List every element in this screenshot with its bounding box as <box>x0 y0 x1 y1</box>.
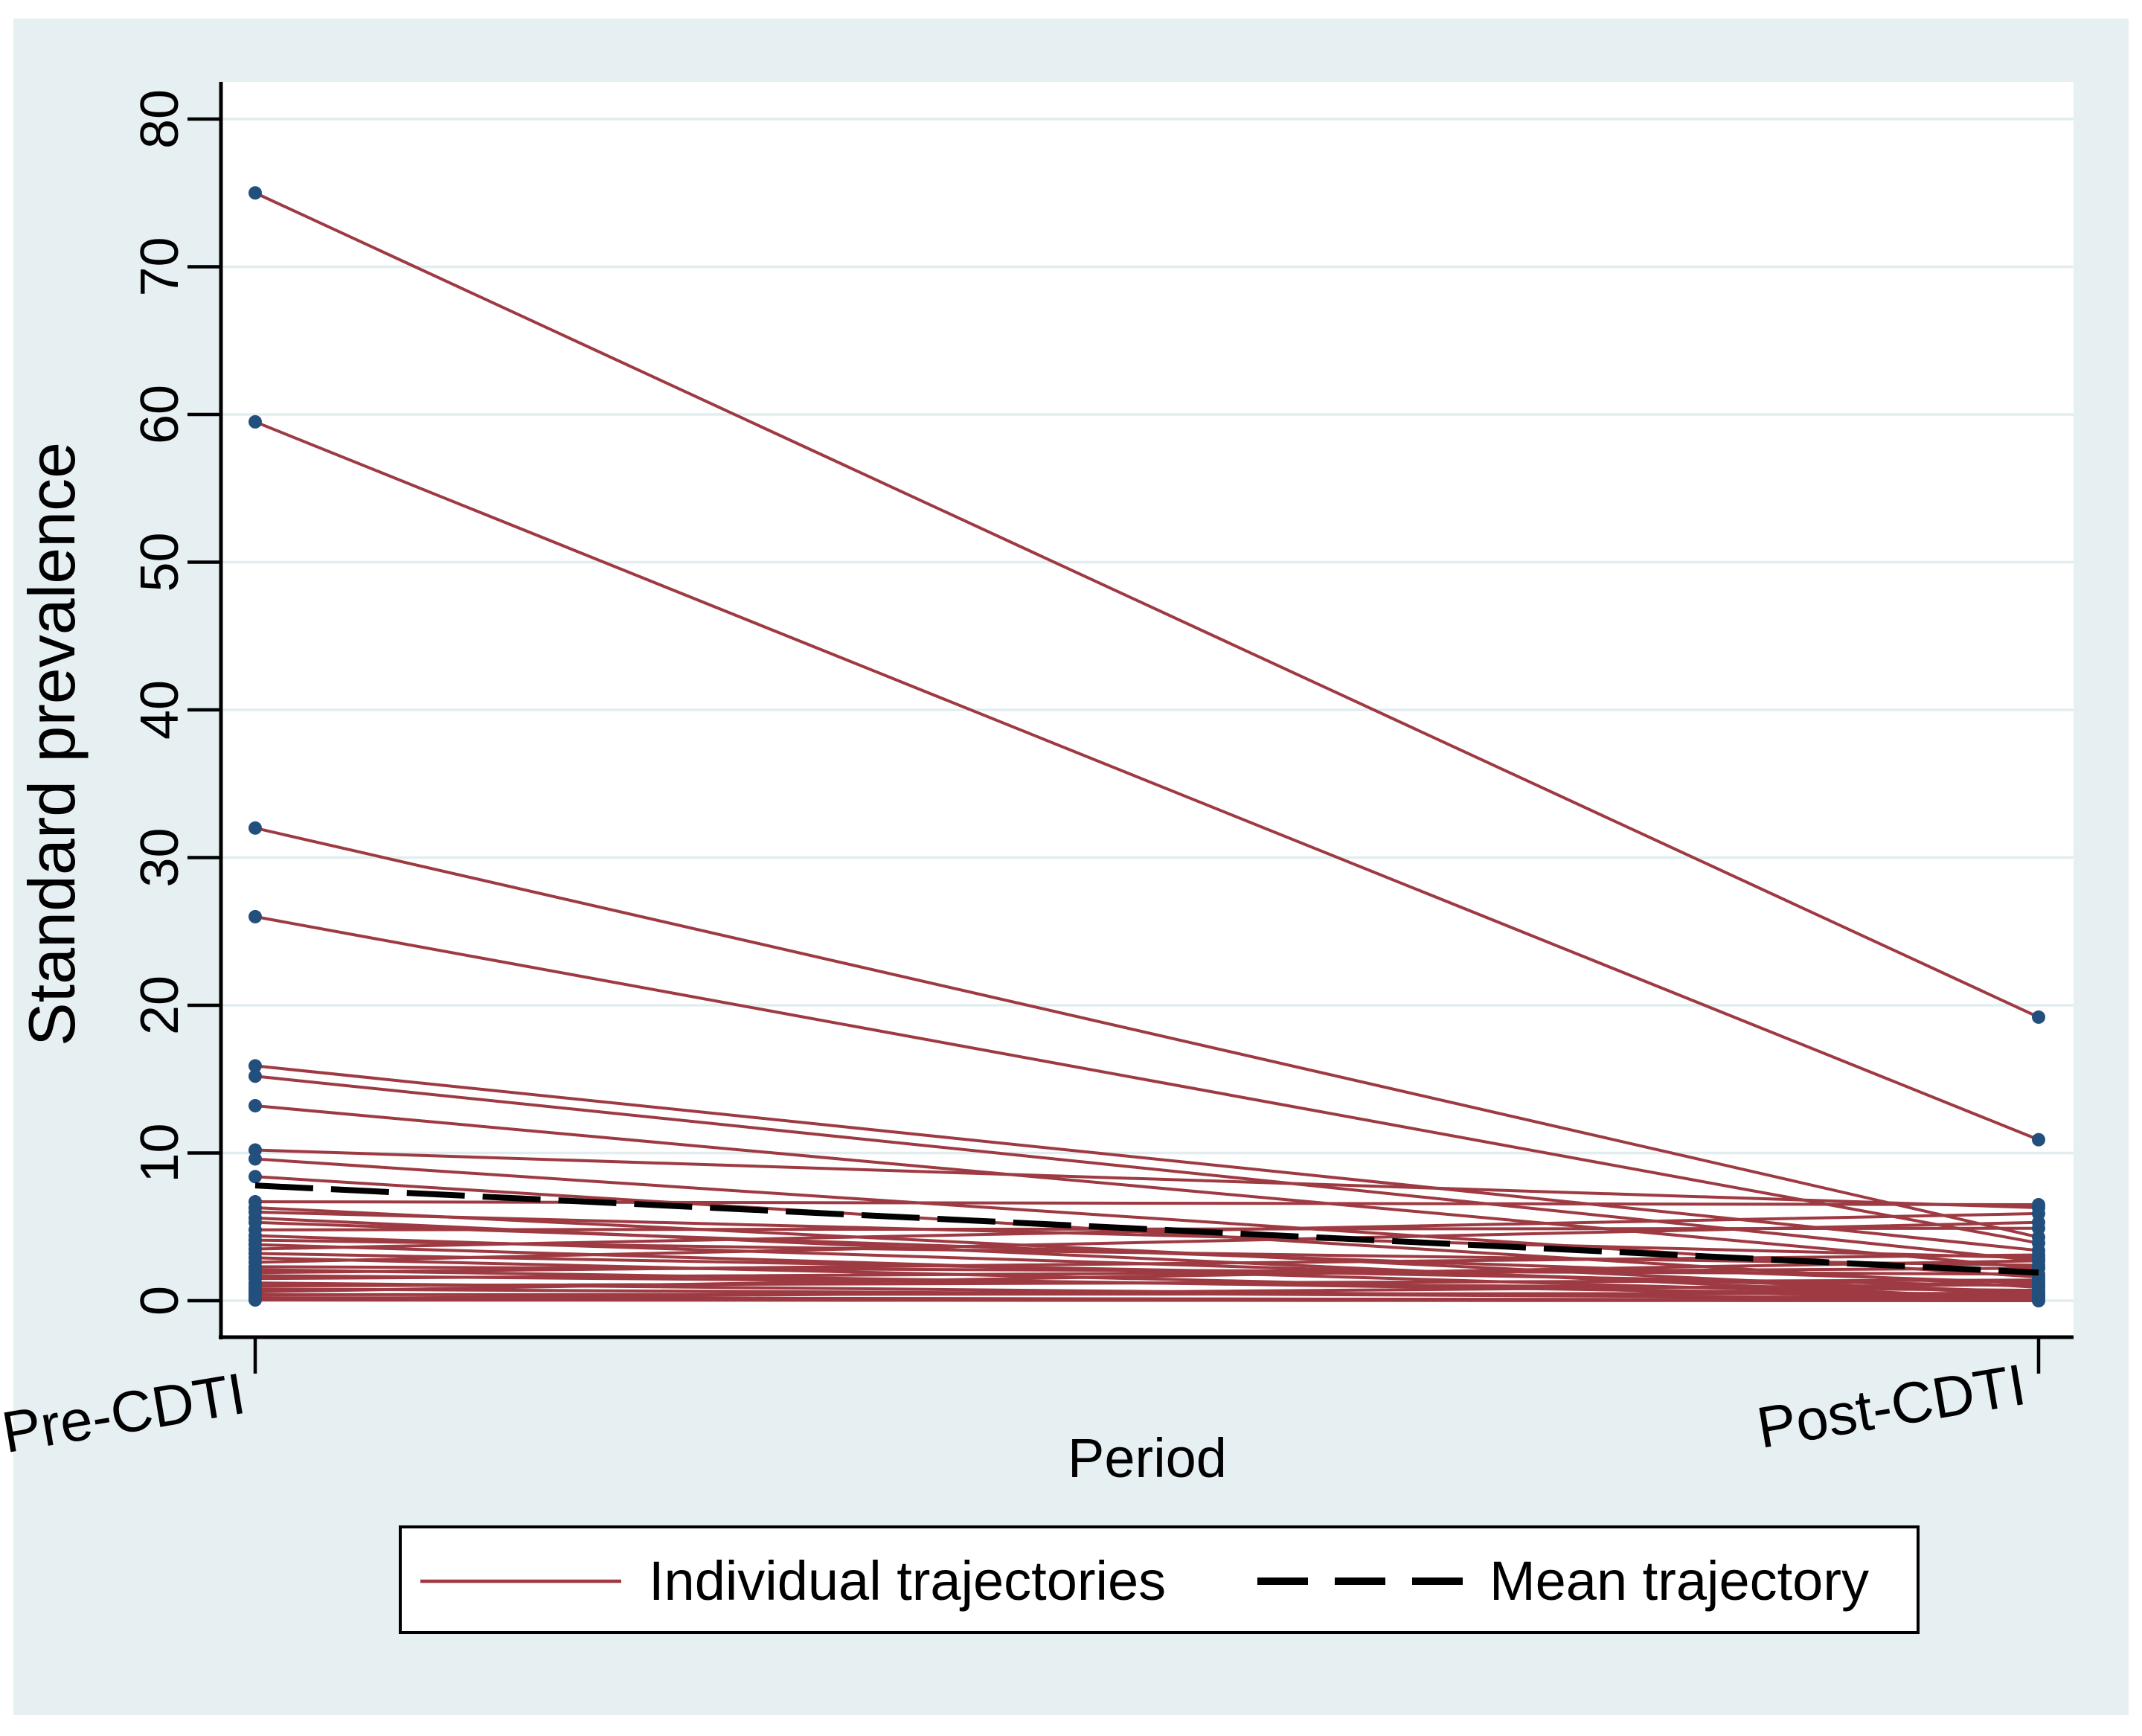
y-tick-label-60: 60 <box>130 385 190 444</box>
mean-trajectory <box>254 1182 2039 1276</box>
y-tick-label-70: 70 <box>130 237 190 296</box>
trajectory-line-3 <box>254 826 2040 1239</box>
pre-marker-5 <box>248 1059 262 1073</box>
trajectory-line-2 <box>254 420 2040 1141</box>
post-marker-36 <box>2032 1294 2045 1307</box>
trajectory-line-33 <box>254 1292 2040 1297</box>
y-axis-tick-labels: 0 10 20 30 40 50 60 70 80 <box>130 89 190 1316</box>
trajectory-line-35 <box>254 1283 2040 1301</box>
pre-marker-2 <box>248 414 262 429</box>
post-marker-23 <box>2032 1215 2045 1229</box>
post-marker-35 <box>2032 1278 2045 1292</box>
y-tick-label-30: 30 <box>130 827 190 887</box>
pre-marker-7 <box>248 1098 262 1112</box>
pre-marker-3 <box>248 821 262 835</box>
legend-label-mean-trajectory: Mean trajectory <box>1490 1550 1869 1612</box>
legend-label-individual-trajectories: Individual trajectories <box>649 1550 1166 1612</box>
pre-marker-36 <box>248 1293 262 1307</box>
y-axis-title: Standard prevalence <box>15 442 89 1046</box>
trajectory-line-8 <box>254 1148 2040 1209</box>
legend: Individual trajectories Mean trajectory <box>399 1525 1920 1634</box>
trajectory-line-24 <box>254 1265 2040 1276</box>
y-tick-label-80: 80 <box>130 89 190 149</box>
y-tick-label-0: 0 <box>130 1286 190 1316</box>
y-axis-ticks <box>187 117 221 1303</box>
trajectory-line-7 <box>254 1104 2040 1270</box>
post-marker-32 <box>2032 1254 2045 1268</box>
post-marker-2 <box>2032 1133 2045 1147</box>
legend-box <box>399 1525 1920 1634</box>
trajectory-line-1 <box>254 191 2040 1019</box>
trajectory-line-13 <box>254 1210 2040 1260</box>
gridlines <box>221 118 2074 1302</box>
post-marker-1 <box>2032 1010 2045 1024</box>
y-tick-label-10: 10 <box>130 1123 190 1182</box>
y-tick-label-40: 40 <box>130 680 190 740</box>
trajectory-line-28 <box>254 1266 2040 1281</box>
pre-marker-4 <box>248 909 262 923</box>
pre-marker-9 <box>248 1152 262 1166</box>
trajectory-line-11 <box>254 1200 2040 1206</box>
trajectory-line-36 <box>254 1298 2040 1302</box>
data-point-markers <box>248 186 2045 1307</box>
pre-marker-10 <box>248 1170 262 1184</box>
pre-marker-1 <box>248 186 262 200</box>
y-tick-label-20: 20 <box>130 976 190 1035</box>
x-axis-title: Period <box>1068 1427 1227 1489</box>
trajectory-line-30 <box>254 1278 2040 1288</box>
y-tick-label-50: 50 <box>130 532 190 592</box>
trajectory-line-32 <box>254 1259 2040 1294</box>
pre-marker-6 <box>248 1069 262 1083</box>
trajectory-line-23 <box>254 1220 2040 1264</box>
mean-trajectory-line <box>254 1182 2039 1276</box>
trajectory-line-20 <box>254 1211 2040 1251</box>
individual-trajectory-lines <box>254 191 2040 1302</box>
trajectory-line-4 <box>254 915 2040 1245</box>
